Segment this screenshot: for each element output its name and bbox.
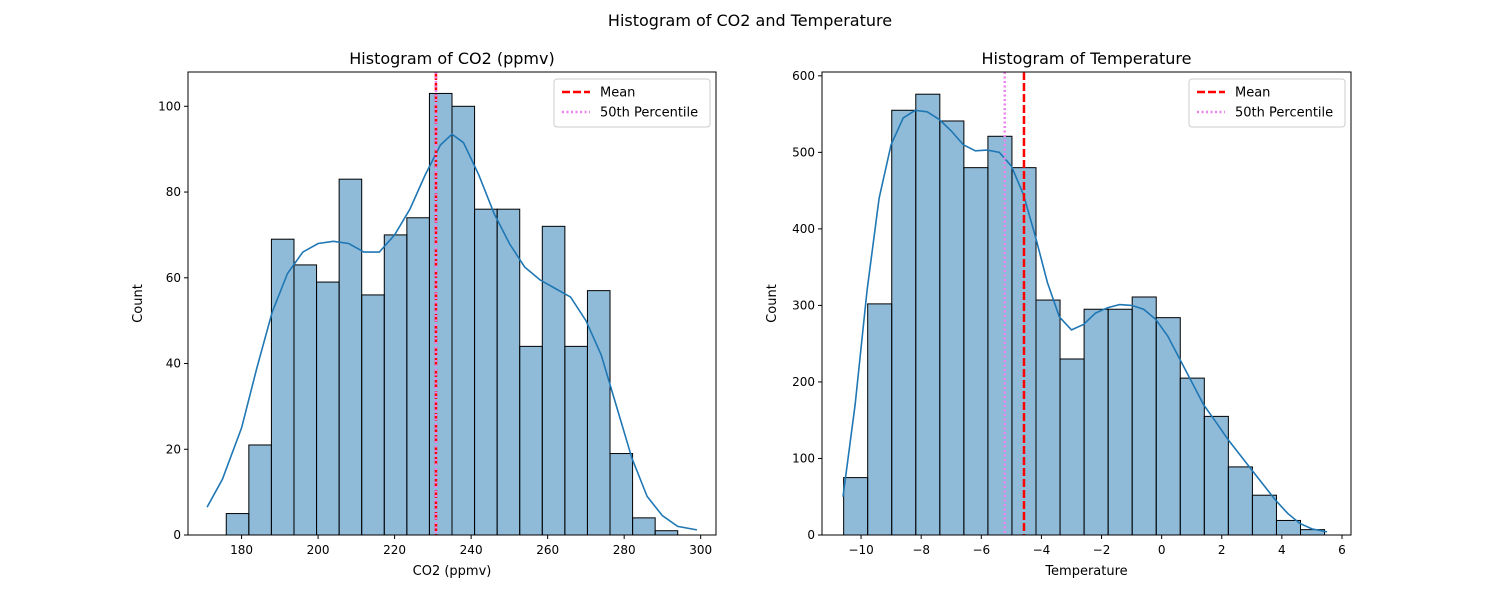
temperature-x-tick-label: −8 <box>912 543 930 557</box>
temperature-legend-box <box>1188 78 1346 128</box>
temperature-legend-label: 50th Percentile <box>1235 106 1333 121</box>
co2-histogram-bar <box>361 294 385 536</box>
temperature-plot-frame <box>821 71 1352 536</box>
temperature-x-axis-label: Temperature <box>1044 564 1127 579</box>
temperature-y-tick-label: 400 <box>792 222 815 236</box>
co2-legend: Mean 50th Percentile <box>553 78 711 128</box>
temperature-histogram-bar <box>1035 299 1061 536</box>
temperature-y-tick-label: 500 <box>792 145 815 159</box>
co2-kde-curve <box>206 133 698 531</box>
co2-histogram-bar <box>496 208 521 536</box>
co2-y-tick-label: 40 <box>166 357 181 371</box>
co2-histogram-bar <box>316 281 340 536</box>
co2-x-tick-label: 280 <box>613 543 636 557</box>
temperature-y-axis-label: Count <box>765 284 780 323</box>
co2-legend-label: Mean <box>600 86 635 101</box>
co2-y-tick-label: 60 <box>166 271 181 285</box>
co2-x-tick-label: 180 <box>230 543 253 557</box>
co2-y-tick-label: 0 <box>173 528 181 542</box>
co2-histogram-bar <box>451 105 476 536</box>
temperature-histogram-bar <box>1131 296 1157 536</box>
co2-histogram-bar <box>383 234 408 536</box>
co2-x-tick-label: 220 <box>383 543 406 557</box>
co2-histogram-bar <box>519 345 543 536</box>
co2-histogram-bar <box>406 217 430 536</box>
co2-histogram-bar <box>632 517 656 536</box>
temperature-histogram-bar <box>891 109 917 536</box>
temperature-histogram-bar <box>915 93 941 536</box>
temperature-histogram-bar <box>1059 358 1085 536</box>
co2-x-tick-label: 300 <box>689 543 712 557</box>
co2-histogram-panel: Histogram of CO2 (ppmv) CO2 (ppmv) Count… <box>131 49 717 579</box>
co2-histogram-bar <box>564 345 588 536</box>
temperature-histogram-bar <box>1107 308 1133 536</box>
co2-x-tick-label: 200 <box>307 543 330 557</box>
co2-histogram-bar <box>225 513 250 536</box>
co2-y-tick-label: 80 <box>166 185 181 199</box>
temperature-kde-curve <box>842 109 1328 533</box>
temperature-legend-label: Mean <box>1235 86 1270 101</box>
temperature-histogram-bar <box>843 477 869 536</box>
co2-x-axis-label: CO2 (ppmv) <box>413 564 492 579</box>
figure-title: Histogram of CO2 and Temperature <box>608 11 892 30</box>
co2-x-tick-label: 240 <box>460 543 483 557</box>
temperature-histogram-panel: Histogram of Temperature Temperature Cou… <box>765 49 1352 579</box>
temperature-y-tick-label: 100 <box>792 451 815 465</box>
co2-legend-box <box>553 78 711 128</box>
temperature-x-tick-label: −10 <box>848 543 873 557</box>
temperature-x-tick-label: 0 <box>1158 543 1166 557</box>
temperature-legend: Mean 50th Percentile <box>1188 78 1346 128</box>
temperature-histogram-bar <box>987 135 1013 536</box>
temperature-histogram-bar <box>939 120 965 536</box>
co2-plot-frame <box>187 71 717 536</box>
co2-histogram-bar <box>338 178 363 536</box>
co2-y-tick-label: 100 <box>158 99 181 113</box>
temperature-y-tick-label: 0 <box>807 528 815 542</box>
temperature-x-tick-label: 4 <box>1278 543 1286 557</box>
temperature-histogram-bar <box>1227 466 1253 536</box>
temperature-histogram-bar <box>963 167 989 536</box>
temperature-histogram-bar <box>1275 519 1302 536</box>
temperature-y-tick-label: 200 <box>792 375 815 389</box>
co2-histogram-bar <box>654 530 679 536</box>
temperature-y-tick-label: 600 <box>792 69 815 83</box>
co2-chart-title: Histogram of CO2 (ppmv) <box>349 49 554 68</box>
co2-x-tick-label: 260 <box>536 543 559 557</box>
temperature-y-tick-label: 300 <box>792 298 815 312</box>
co2-histogram-bar <box>248 444 272 536</box>
temperature-histogram-bar <box>1179 377 1205 536</box>
co2-y-axis-label: Count <box>131 284 146 323</box>
temperature-x-tick-label: 6 <box>1338 543 1346 557</box>
temperature-x-tick-label: −6 <box>972 543 990 557</box>
co2-histogram-bar <box>541 225 566 536</box>
co2-y-tick-label: 20 <box>166 442 181 456</box>
temperature-chart-title: Histogram of Temperature <box>982 49 1192 68</box>
temperature-x-tick-label: −2 <box>1093 543 1111 557</box>
temperature-histogram-bar <box>1251 494 1277 536</box>
co2-histogram-bar <box>586 290 611 536</box>
co2-histogram-bar <box>293 264 318 536</box>
co2-histogram-bar <box>474 208 498 536</box>
temperature-x-tick-label: 2 <box>1218 543 1226 557</box>
co2-legend-label: 50th Percentile <box>600 106 698 121</box>
co2-histogram-bar <box>609 453 634 536</box>
temperature-histogram-bar <box>1155 317 1181 536</box>
temperature-histogram-bar <box>867 303 893 536</box>
temperature-x-tick-label: −4 <box>1033 543 1051 557</box>
temperature-histogram-bar <box>1083 308 1109 536</box>
